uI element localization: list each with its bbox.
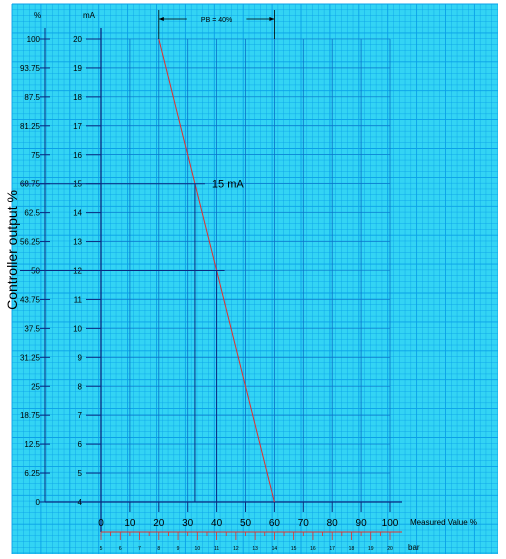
percent-tick-label: 56.25 xyxy=(20,238,41,247)
point-label-15ma: 15 mA xyxy=(212,179,244,191)
percent-tick-label: 87.5 xyxy=(24,93,40,102)
bar-tick-label: 8 xyxy=(157,546,160,552)
percent-tick-label: 43.75 xyxy=(20,295,41,304)
percent-tick-label: 37.5 xyxy=(24,324,40,333)
percent-tick-label: 31.25 xyxy=(20,353,41,362)
percent-tick-label: 93.75 xyxy=(20,64,41,73)
bar-tick-label: 14 xyxy=(272,546,278,552)
ma-tick-label: 6 xyxy=(78,440,83,449)
x-tick-label: 20 xyxy=(153,518,165,529)
percent-tick-label: 6.25 xyxy=(24,469,40,478)
bar-tick-label: 20 xyxy=(387,546,393,552)
bar-tick-label: 6 xyxy=(119,546,122,552)
bar-tick-label: 10 xyxy=(195,546,201,552)
ma-tick-label: 7 xyxy=(78,411,83,420)
x-tick-label: 90 xyxy=(356,518,368,529)
ma-tick-label: 14 xyxy=(73,209,82,218)
x-tick-label: 10 xyxy=(124,518,136,529)
ma-tick-label: 5 xyxy=(78,469,83,478)
x-tick-label: 30 xyxy=(182,518,194,529)
percent-tick-label: 12.5 xyxy=(24,440,40,449)
bar-unit-label: bar xyxy=(408,543,420,552)
percent-tick-label: 100 xyxy=(27,35,41,44)
bar-tick-label: 7 xyxy=(138,546,141,552)
bar-tick-label: 9 xyxy=(177,546,180,552)
x-tick-label: 100 xyxy=(382,518,399,529)
x-tick-label: 70 xyxy=(298,518,310,529)
bar-tick-label: 11 xyxy=(214,546,219,552)
tick-labels: 201001993.751887.51781.2516751568.751462… xyxy=(20,35,399,552)
ma-tick-label: 16 xyxy=(73,151,82,160)
bar-tick-label: 13 xyxy=(252,546,258,552)
ma-tick-label: 17 xyxy=(73,122,82,131)
ma-tick-label: 18 xyxy=(73,93,82,102)
percent-tick-label: 62.5 xyxy=(24,209,40,218)
pb-arrow-left-head xyxy=(158,17,164,21)
percent-tick-label: 18.75 xyxy=(20,411,41,420)
ma-tick-label: 9 xyxy=(78,353,83,362)
bar-tick-label: 17 xyxy=(329,546,335,552)
ma-tick-label: 13 xyxy=(73,238,82,247)
ma-tick-label: 8 xyxy=(78,382,83,391)
bar-tick-label: 19 xyxy=(368,546,374,552)
plot-background xyxy=(12,4,498,554)
x-tick-label: 80 xyxy=(327,518,339,529)
ma-unit-label: mA xyxy=(83,11,96,20)
percent-tick-label: 75 xyxy=(31,151,40,160)
bar-tick-label: 12 xyxy=(233,546,239,552)
x-tick-label: 60 xyxy=(269,518,281,529)
pb-arrow-right-head xyxy=(269,17,275,21)
percent-unit-label: % xyxy=(34,11,41,20)
annotations: PB = 40% 15 mA xyxy=(20,10,275,502)
percent-tick-label: 0 xyxy=(36,498,41,507)
bar-tick-label: 15 xyxy=(291,546,297,552)
ma-tick-label: 10 xyxy=(73,324,82,333)
percent-tick-label: 81.25 xyxy=(20,122,41,131)
bar-tick-label: 5 xyxy=(100,546,103,552)
grid-lines xyxy=(11,3,498,554)
ma-tick-label: 20 xyxy=(73,35,82,44)
percent-tick-label: 25 xyxy=(31,382,40,391)
pb-label: PB = 40% xyxy=(201,17,232,24)
ma-tick-label: 11 xyxy=(74,295,83,304)
bar-tick-label: 16 xyxy=(310,546,316,552)
ma-tick-label: 19 xyxy=(73,64,82,73)
ma-tick-label: 4 xyxy=(78,498,83,507)
x-axis-label: Measured Value % xyxy=(410,518,477,527)
y-axis-label: Controller output % xyxy=(4,190,20,310)
x-tick-label: 50 xyxy=(240,518,252,529)
bar-tick-label: 18 xyxy=(349,546,355,552)
x-tick-label: 40 xyxy=(211,518,223,529)
x-tick-label: 0 xyxy=(98,518,104,529)
